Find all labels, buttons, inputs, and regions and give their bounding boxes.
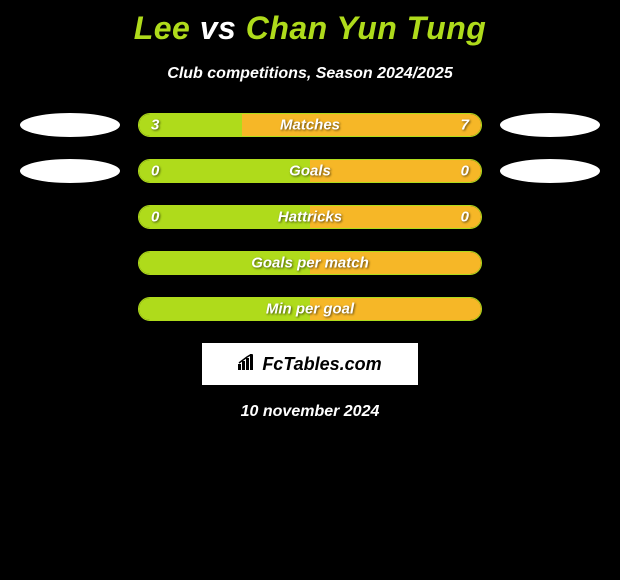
bar-right-fill — [310, 160, 481, 182]
stat-label: Goals per match — [251, 255, 369, 272]
stat-bar: 3 7 Matches — [138, 113, 482, 137]
stat-row: Goals per match — [0, 251, 620, 275]
stat-bar: 0 0 Goals — [138, 159, 482, 183]
logo-text: FcTables.com — [262, 354, 381, 375]
avatar-placeholder — [20, 205, 120, 229]
stat-right-value: 7 — [461, 117, 469, 134]
stat-label: Hattricks — [278, 209, 342, 226]
avatar-left — [20, 113, 120, 137]
avatar-placeholder — [500, 251, 600, 275]
stat-left-value: 0 — [151, 163, 159, 180]
stat-label: Matches — [280, 117, 340, 134]
bar-right-fill — [242, 114, 481, 136]
player2-name: Chan Yun Tung — [246, 10, 487, 46]
stat-bar: 0 0 Hattricks — [138, 205, 482, 229]
avatar-left — [20, 159, 120, 183]
stat-bar: Min per goal — [138, 297, 482, 321]
stat-row: Min per goal — [0, 297, 620, 321]
subtitle: Club competitions, Season 2024/2025 — [0, 65, 620, 83]
stat-bar: Goals per match — [138, 251, 482, 275]
comparison-chart: 3 7 Matches 0 0 Goals 0 0 Hattricks Goals per mat… — [0, 113, 620, 321]
chart-icon — [238, 354, 258, 375]
stat-left-value: 3 — [151, 117, 159, 134]
stat-label: Goals — [289, 163, 331, 180]
logo: FcTables.com — [238, 354, 381, 375]
stat-row: 3 7 Matches — [0, 113, 620, 137]
page-title: Lee vs Chan Yun Tung — [0, 0, 620, 47]
stat-row: 0 0 Hattricks — [0, 205, 620, 229]
avatar-right — [500, 159, 600, 183]
stat-left-value: 0 — [151, 209, 159, 226]
vs-text: vs — [200, 10, 237, 46]
avatar-placeholder — [20, 297, 120, 321]
stat-right-value: 0 — [461, 209, 469, 226]
stat-right-value: 0 — [461, 163, 469, 180]
avatar-placeholder — [500, 297, 600, 321]
date-text: 10 november 2024 — [0, 403, 620, 421]
avatar-placeholder — [500, 205, 600, 229]
avatar-right — [500, 113, 600, 137]
stat-label: Min per goal — [266, 301, 354, 318]
player1-name: Lee — [134, 10, 191, 46]
bar-left-fill — [139, 160, 310, 182]
stat-row: 0 0 Goals — [0, 159, 620, 183]
logo-box: FcTables.com — [202, 343, 418, 385]
avatar-placeholder — [20, 251, 120, 275]
